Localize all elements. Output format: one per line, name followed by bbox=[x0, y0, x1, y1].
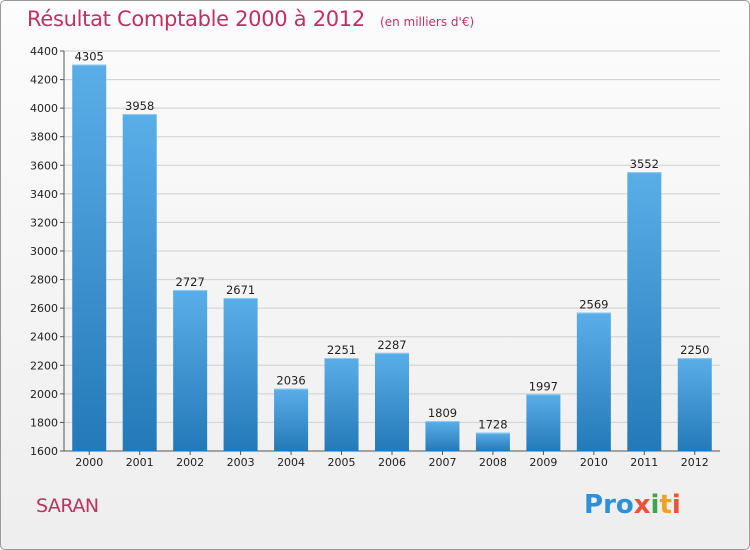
x-tick-label: 2003 bbox=[227, 456, 255, 469]
bar-value-label: 2251 bbox=[327, 343, 356, 357]
x-tick-label: 2006 bbox=[378, 456, 406, 469]
bar bbox=[72, 64, 107, 452]
x-tick-label: 2000 bbox=[75, 456, 103, 469]
logo-letter: o bbox=[615, 490, 634, 520]
logo-letter: i bbox=[650, 490, 660, 520]
x-tick-label: 2012 bbox=[681, 456, 709, 469]
y-tick-label: 2000 bbox=[30, 388, 58, 401]
chart-title: Résultat Comptable 2000 à 2012 bbox=[27, 7, 365, 31]
bar-value-label: 2727 bbox=[176, 275, 205, 289]
y-tick-label: 3200 bbox=[30, 216, 58, 229]
x-tick-label: 2005 bbox=[328, 456, 356, 469]
x-tick-label: 2009 bbox=[529, 456, 557, 469]
x-tick-label: 2011 bbox=[630, 456, 658, 469]
bar bbox=[576, 312, 611, 451]
y-tick-label: 2600 bbox=[30, 302, 58, 315]
y-tick-label: 2400 bbox=[30, 331, 58, 344]
bar-value-label: 3552 bbox=[630, 157, 659, 171]
chart-header: Résultat Comptable 2000 à 2012 (en milli… bbox=[27, 7, 474, 31]
bar-value-label: 2250 bbox=[680, 343, 709, 357]
y-tick-label: 2200 bbox=[30, 359, 58, 372]
bar-value-label: 2569 bbox=[579, 298, 608, 312]
y-tick-label: 3400 bbox=[30, 188, 58, 201]
x-tick-label: 2001 bbox=[126, 456, 154, 469]
bar-value-label: 2671 bbox=[226, 283, 255, 297]
bar bbox=[475, 432, 510, 451]
x-tick-label: 2010 bbox=[580, 456, 608, 469]
y-tick-label: 4000 bbox=[30, 102, 58, 115]
y-tick-label: 1800 bbox=[30, 416, 58, 429]
logo-letter: P bbox=[584, 490, 604, 520]
y-tick-label: 4400 bbox=[30, 45, 58, 58]
bar bbox=[526, 394, 561, 451]
logo-letter: i bbox=[671, 490, 681, 520]
bar bbox=[223, 298, 258, 451]
bar bbox=[274, 388, 309, 451]
logo-letter: x bbox=[633, 490, 651, 520]
y-tick-label: 2800 bbox=[30, 274, 58, 287]
proxiti-logo: Proxiti bbox=[584, 490, 681, 520]
bar-value-label: 4305 bbox=[75, 50, 104, 64]
y-tick-label: 3000 bbox=[30, 245, 58, 258]
bar-value-label: 2287 bbox=[377, 338, 406, 352]
x-tick-label: 2002 bbox=[176, 456, 204, 469]
bar bbox=[324, 358, 359, 451]
logo-letter: t bbox=[659, 490, 672, 520]
bar bbox=[677, 358, 712, 451]
x-tick-label: 2004 bbox=[277, 456, 305, 469]
y-tick-label: 4200 bbox=[30, 74, 58, 87]
bar-value-label: 1809 bbox=[428, 406, 457, 420]
bar bbox=[173, 290, 208, 451]
bar-value-label: 2036 bbox=[276, 374, 305, 388]
x-tick-label: 2008 bbox=[479, 456, 507, 469]
bar bbox=[122, 114, 157, 452]
bar bbox=[627, 172, 662, 451]
y-tick-label: 3800 bbox=[30, 131, 58, 144]
bar-value-label: 1728 bbox=[478, 418, 507, 432]
bar bbox=[425, 421, 460, 451]
bar-value-label: 3958 bbox=[125, 99, 154, 113]
chart-subtitle: (en milliers d'€) bbox=[380, 15, 475, 29]
city-name: SARAN bbox=[36, 495, 99, 517]
x-tick-label: 2007 bbox=[428, 456, 456, 469]
y-tick-label: 1600 bbox=[30, 445, 58, 458]
bar-value-label: 1997 bbox=[529, 379, 558, 393]
y-tick-label: 3600 bbox=[30, 159, 58, 172]
bar bbox=[375, 352, 409, 451]
logo-letter: r bbox=[603, 490, 616, 520]
